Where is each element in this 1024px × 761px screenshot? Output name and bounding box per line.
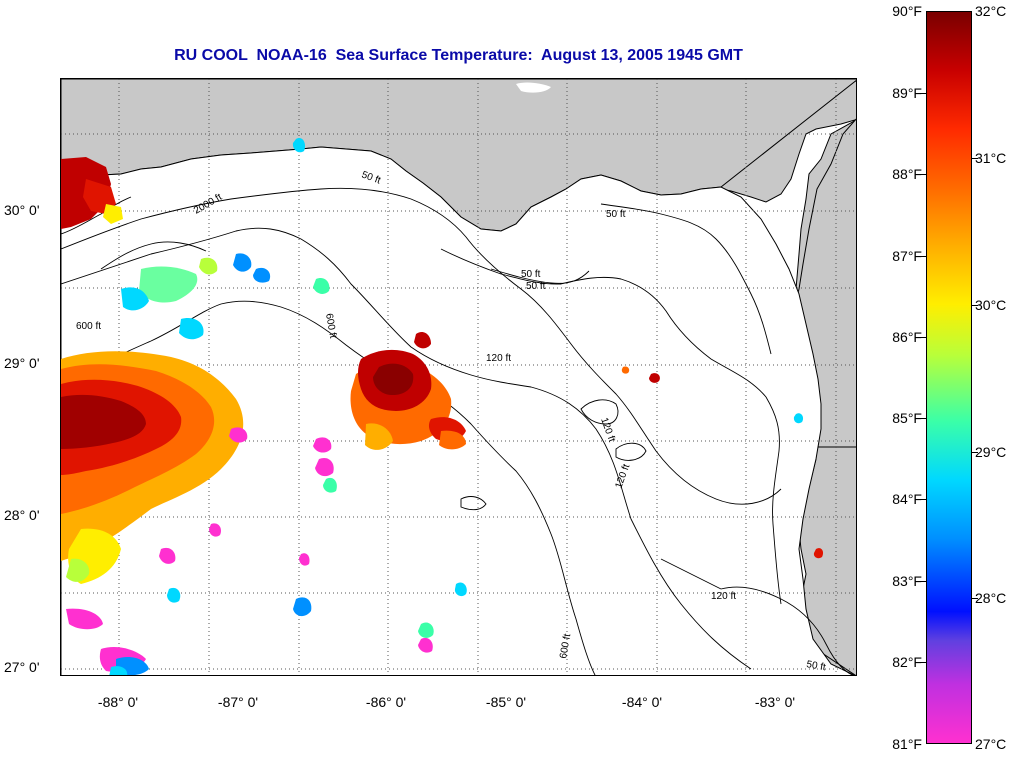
colorbar-tick — [920, 174, 926, 175]
latitude-label: 30° 0' — [4, 202, 40, 218]
longitude-label: -85° 0' — [485, 694, 527, 710]
colorbar-celsius-label: 28°C — [975, 590, 1007, 606]
colorbar-tick — [920, 581, 926, 582]
colorbar-tick — [972, 305, 978, 306]
colorbar-tick — [972, 452, 978, 453]
longitude-label: -83° 0' — [754, 694, 796, 710]
colorbar-celsius-label: 30°C — [975, 297, 1007, 313]
contour-label: 600 ft — [558, 633, 573, 660]
temperature-colorbar — [926, 11, 972, 744]
contour-label: 50 ft — [521, 269, 541, 280]
colorbar-tick — [972, 158, 978, 159]
sst-map: 50 ft 50 ft 50 ft 50 ft 120 ft 120 ft 12… — [61, 79, 856, 675]
contour-label: 120 ft — [711, 591, 736, 602]
bathymetry-contours — [61, 187, 854, 675]
colorbar-fahrenheit-label: 85°F — [892, 410, 922, 426]
colorbar-fahrenheit-label: 88°F — [892, 166, 922, 182]
map-title: RU COOL NOAA-16 Sea Surface Temperature:… — [174, 47, 743, 64]
colorbar-celsius-label: 32°C — [975, 3, 1007, 19]
colorbar-tick — [920, 93, 926, 94]
colorbar-fahrenheit-label: 83°F — [892, 573, 922, 589]
lake-patch — [516, 82, 551, 93]
latitude-label: 28° 0' — [4, 507, 40, 523]
latitude-label: 27° 0' — [4, 659, 40, 675]
contour-label: 50 ft — [526, 281, 546, 292]
colorbar-fahrenheit-label: 84°F — [892, 491, 922, 507]
colorbar-tick — [972, 598, 978, 599]
colorbar-fahrenheit-label: 90°F — [892, 3, 922, 19]
longitude-label: -86° 0' — [365, 694, 407, 710]
colorbar-tick — [920, 256, 926, 257]
map-frame[interactable]: 50 ft 50 ft 50 ft 50 ft 120 ft 120 ft 12… — [60, 78, 857, 676]
contour-label: 120 ft — [486, 353, 511, 364]
longitude-label: -84° 0' — [621, 694, 663, 710]
contour-label: 50 ft — [805, 659, 826, 673]
longitude-label: -87° 0' — [217, 694, 259, 710]
latitude-label: 29° 0' — [4, 355, 40, 371]
contour-label: 600 ft — [323, 313, 338, 340]
colorbar-fahrenheit-label: 86°F — [892, 329, 922, 345]
sst-patches — [61, 138, 824, 675]
colorbar-fahrenheit-label: 82°F — [892, 654, 922, 670]
colorbar-fahrenheit-label: 89°F — [892, 85, 922, 101]
colorbar-tick — [920, 662, 926, 663]
colorbar-tick — [920, 499, 926, 500]
colorbar-celsius-label: 29°C — [975, 444, 1007, 460]
colorbar-tick — [920, 418, 926, 419]
colorbar-tick — [920, 337, 926, 338]
contour-label: 50 ft — [606, 209, 626, 220]
colorbar-celsius-label: 31°C — [975, 150, 1007, 166]
colorbar-fahrenheit-label: 87°F — [892, 248, 922, 264]
contour-label: 600 ft — [76, 321, 101, 332]
colorbar-celsius-label: 27°C — [975, 736, 1007, 752]
longitude-label: -88° 0' — [97, 694, 139, 710]
colorbar-fahrenheit-label: 81°F — [892, 736, 922, 752]
